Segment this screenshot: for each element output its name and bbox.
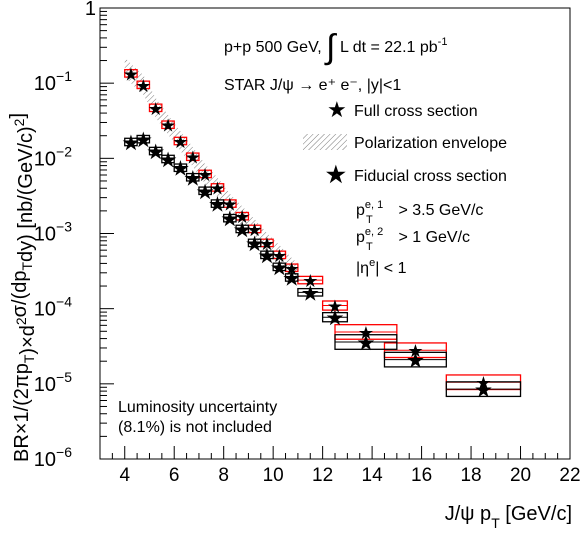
y-tick-label: 10−4 [34, 294, 72, 321]
lumi-note-line2: (8.1%) is not included [118, 419, 272, 436]
fiducial-cross-section-point: ★ [123, 133, 139, 153]
x-tick-label: 14 [362, 465, 384, 486]
x-tick-label: 6 [169, 465, 180, 486]
axes-layer: 4 6 8 10 12 14 16 18 20 22 10−6 10−5 10−4 10−3 10−2 10−… [34, 0, 581, 486]
data-points-layer: ★★★★★★★★★★★★★★★★★★★★★★★★★★★★★★★★★★★★★★ [122, 64, 522, 401]
full-cross-section-point: ★ [327, 297, 343, 317]
full-cross-section-point: ★ [302, 271, 318, 291]
lumi-note-line1: Luminosity uncertainty [118, 399, 277, 416]
x-tick-label: 12 [312, 465, 333, 486]
full-cross-section-point: ★ [135, 76, 151, 96]
fiducial-cross-section-point: ★ [148, 142, 164, 162]
fiducial-cross-section-point: ★ [475, 380, 491, 400]
full-cross-section-point: ★ [185, 148, 201, 168]
fiducial-cross-section-point: ★ [197, 182, 213, 202]
fiducial-cross-section-point: ★ [234, 220, 250, 240]
y-tick-label: 10−6 [34, 444, 72, 471]
fiducial-cross-section-point: ★ [160, 150, 176, 170]
polarization-envelope-band [124, 57, 298, 283]
x-tick-label: 10 [263, 465, 284, 486]
fiducial-cross-section-point: ★ [302, 283, 318, 303]
full-cross-section-point: ★ [160, 116, 176, 136]
fiducial-cross-section-point: ★ [271, 258, 287, 278]
legend-marker-full: ★ [327, 97, 347, 122]
full-cross-section-point: ★ [271, 246, 287, 266]
fiducial-cross-section-point: ★ [284, 268, 300, 288]
fiducial-cross-section-point: ★ [259, 246, 275, 266]
fiducial-cross-section-point: ★ [185, 168, 201, 188]
full-cross-section-point: ★ [234, 207, 250, 227]
x-tick-label: 20 [510, 465, 531, 486]
x-tick-label: 8 [218, 465, 229, 486]
y-axis-title: BR×1/(2πpT)×d2σ/(dpTdy) [nb/(GeV/c)2] [7, 113, 39, 462]
legend-label-fiducial: Fiducial cross section [354, 168, 507, 185]
legend-label-band: Polarization envelope [354, 135, 507, 152]
full-cross-section-point: ★ [222, 195, 238, 215]
x-tick-label: 16 [411, 465, 432, 486]
full-cross-section-point: ★ [475, 373, 491, 393]
y-tick-label: 1 [85, 0, 96, 20]
fiducial-cross-section-point: ★ [407, 351, 423, 371]
polarization-envelope-layer [124, 57, 298, 283]
full-cross-section-point: ★ [358, 323, 374, 343]
star-label: STAR J/ψ → e⁺ e⁻, |y|<1 [224, 77, 401, 94]
collision-label: p+p 500 GeV, ∫ L dt = 22.1 pb-1 [224, 28, 447, 66]
fiducial-cross-section-point: ★ [135, 130, 151, 150]
x-tick-label: 22 [559, 465, 580, 486]
full-cross-section-point: ★ [259, 234, 275, 254]
legend-marker-band [303, 134, 347, 150]
y-tick-label: 10−5 [34, 369, 72, 396]
full-cross-section-point: ★ [407, 341, 423, 361]
cut-eta: |ηe| < 1 [356, 257, 407, 277]
legend-label-full: Full cross section [354, 103, 478, 120]
x-axis-title: J/ψ pT [GeV/c] [445, 503, 572, 531]
full-cross-section-point: ★ [148, 99, 164, 119]
full-cross-section-point: ★ [197, 165, 213, 185]
fiducial-cross-section-point: ★ [222, 209, 238, 229]
fiducial-cross-section-point: ★ [358, 333, 374, 353]
legend: ★ Full cross section Polarization envelo… [303, 97, 507, 187]
full-cross-section-point: ★ [209, 178, 225, 198]
fiducial-cross-section-point: ★ [209, 195, 225, 215]
x-tick-label: 4 [119, 465, 130, 486]
plot-frame [99, 7, 571, 460]
fiducial-cross-section-point: ★ [247, 234, 263, 254]
y-tick-label: 10−1 [34, 68, 72, 95]
x-tick-label: 18 [460, 465, 481, 486]
fiducial-cross-section-point: ★ [172, 159, 188, 179]
legend-marker-fiducial: ★ [326, 162, 346, 187]
full-cross-section-point: ★ [172, 132, 188, 152]
fiducial-cross-section-point: ★ [327, 308, 343, 328]
full-cross-section-point: ★ [247, 220, 263, 240]
y-tick-label: 10−2 [34, 143, 72, 170]
full-cross-section-point: ★ [123, 64, 139, 84]
y-tick-label: 10−3 [34, 219, 72, 246]
